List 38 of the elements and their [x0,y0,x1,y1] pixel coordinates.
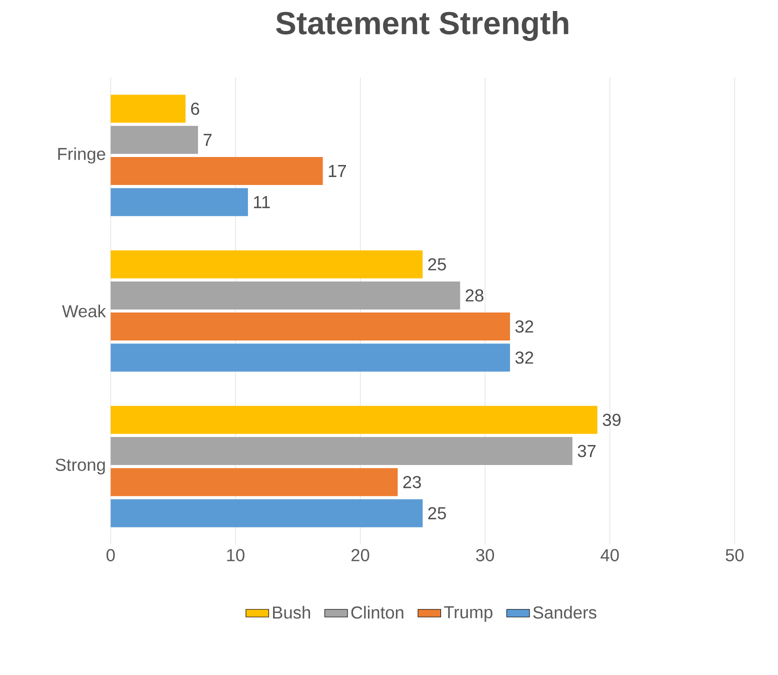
x-tick-label: 10 [227,549,244,562]
bar [110,281,460,310]
data-label: 23 [403,476,421,488]
x-tick-label: 40 [600,549,619,562]
data-label: 6 [191,102,200,115]
data-label: 25 [428,258,446,270]
bar [110,157,323,185]
legend-label: Bush [273,606,310,619]
bar [110,406,598,434]
data-label: 11 [254,196,270,208]
data-label: 25 [428,507,446,520]
bar [110,250,423,278]
x-tick-label: 50 [726,549,744,562]
bar [110,499,423,528]
chart-title: Statement Strength [276,10,568,41]
x-tick-label: 20 [352,549,370,562]
bar [110,437,572,465]
x-tick-label: 30 [476,549,494,562]
bar [110,126,198,154]
y-tick-label: Fringe [58,147,106,164]
bar [110,344,510,372]
bar [110,188,248,216]
y-tick-label: Weak [62,304,106,318]
x-tick-label: 0 [106,549,115,562]
legend-label: Sanders [533,606,596,619]
data-label: 39 [602,414,621,426]
legend-label: Clinton [351,606,404,619]
bar [110,94,186,123]
data-label: 17 [328,165,346,177]
data-label: 28 [466,289,484,302]
data-label: 37 [578,444,596,458]
data-label: 32 [515,320,534,333]
data-label: 7 [204,134,212,146]
legend-label: Trump [444,606,492,622]
bar [110,312,510,341]
y-tick-label: Strong [56,458,105,474]
bar [110,468,398,496]
data-label: 32 [515,352,534,364]
